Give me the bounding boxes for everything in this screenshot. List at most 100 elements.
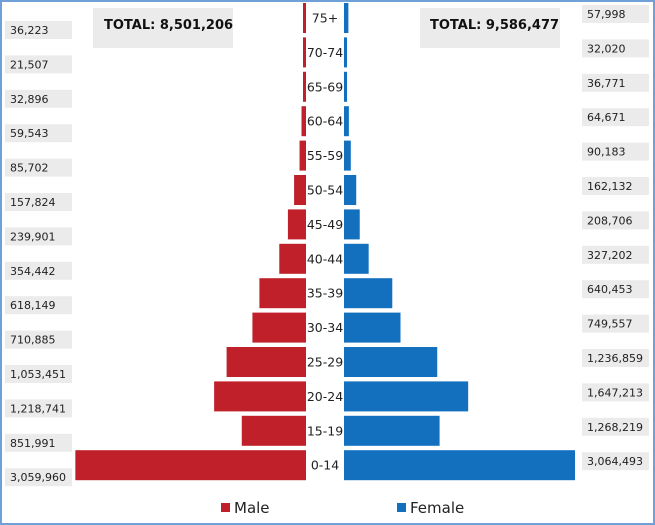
- male-value-box: [5, 296, 72, 315]
- female-value-box: [582, 280, 649, 299]
- age-label: 0-14: [311, 458, 339, 473]
- male-bar-30-34: [252, 312, 306, 343]
- male-value-box: [5, 330, 72, 349]
- male-value-label: 85,702: [10, 162, 49, 175]
- male-bar-60-64: [301, 106, 306, 137]
- female-bar-55-59: [344, 140, 351, 171]
- age-label: 50-54: [307, 183, 343, 198]
- male-bar-55-59: [299, 140, 306, 171]
- age-label: 70-74: [307, 45, 343, 60]
- female-value-label: 327,202: [587, 249, 633, 262]
- female-bar-40-44: [344, 243, 369, 274]
- female-total-box: [420, 8, 560, 48]
- female-bar-0-14: [344, 450, 575, 481]
- male-value-box: [5, 193, 72, 211]
- male-value-label: 618,149: [10, 299, 56, 312]
- female-total-label: TOTAL: 9,586,477: [430, 18, 559, 33]
- female-value-box: [582, 39, 649, 58]
- male-bar-20-24: [214, 381, 306, 412]
- male-value-label: 710,885: [10, 334, 56, 347]
- age-label: 75+: [312, 11, 338, 26]
- female-value-box: [582, 349, 649, 367]
- male-bar-35-39: [259, 278, 306, 309]
- female-value-box: [582, 211, 649, 230]
- female-bar-20-24: [344, 381, 469, 412]
- male-bar-25-29: [226, 347, 306, 377]
- female-value-label: 1,236,859: [587, 352, 643, 365]
- male-bar-45-49: [287, 209, 306, 240]
- female-value-box: [582, 73, 649, 92]
- male-value-box: [5, 468, 72, 487]
- male-value-box: [5, 433, 72, 452]
- male-bar-70-74: [303, 37, 306, 68]
- legend-male-label: Male: [234, 499, 270, 517]
- female-value-box: [582, 5, 649, 23]
- female-value-label: 749,557: [587, 318, 633, 331]
- male-value-box: [5, 261, 72, 280]
- female-bar-50-54: [344, 175, 357, 205]
- male-value-label: 354,442: [10, 265, 56, 278]
- age-label: 25-29: [307, 355, 343, 370]
- age-label: 30-34: [307, 320, 343, 335]
- female-value-label: 208,706: [587, 214, 633, 227]
- male-value-label: 239,901: [10, 230, 56, 243]
- male-value-box: [5, 158, 72, 177]
- male-value-box: [5, 55, 72, 74]
- male-value-label: 21,507: [10, 58, 49, 71]
- female-bar-35-39: [344, 278, 393, 309]
- male-bar-0-14: [75, 450, 306, 481]
- male-value-label: 1,218,741: [10, 402, 66, 415]
- age-label: 55-59: [307, 148, 343, 163]
- male-total-label: TOTAL: 8,501,206: [104, 18, 233, 33]
- male-value-box: [5, 21, 72, 39]
- male-value-box: [5, 124, 72, 143]
- female-value-box: [582, 142, 649, 161]
- female-value-label: 57,998: [587, 8, 626, 21]
- female-value-box: [582, 177, 649, 195]
- age-label: 60-64: [307, 114, 343, 129]
- female-value-label: 64,671: [587, 111, 626, 124]
- male-bar-50-54: [294, 175, 306, 205]
- female-bar-25-29: [344, 347, 438, 377]
- male-value-label: 36,223: [10, 24, 49, 37]
- male-value-label: 32,896: [10, 93, 49, 106]
- legend-male-swatch: [221, 503, 230, 512]
- male-value-box: [5, 399, 72, 418]
- male-bar-65-69: [303, 71, 306, 102]
- age-label: 45-49: [307, 217, 343, 232]
- legend-female-swatch: [397, 503, 406, 512]
- female-value-label: 32,020: [587, 42, 626, 55]
- female-value-box: [582, 314, 649, 333]
- female-value-label: 640,453: [587, 283, 633, 296]
- female-bar-65-69: [344, 71, 347, 102]
- female-bar-15-19: [344, 415, 440, 446]
- female-bar-60-64: [344, 106, 349, 137]
- male-value-label: 59,543: [10, 127, 49, 140]
- female-bar-75+: [344, 3, 349, 33]
- male-value-label: 851,991: [10, 437, 56, 450]
- female-value-label: 36,771: [587, 77, 626, 90]
- female-value-label: 1,647,213: [587, 386, 643, 399]
- male-bar-75+: [303, 3, 306, 33]
- age-label: 35-39: [307, 286, 343, 301]
- male-value-box: [5, 89, 72, 108]
- female-value-label: 3,064,493: [587, 455, 643, 468]
- female-bar-45-49: [344, 209, 360, 240]
- male-bar-15-19: [241, 415, 306, 446]
- age-label: 15-19: [307, 423, 343, 438]
- female-value-label: 162,132: [587, 180, 633, 193]
- legend-female-label: Female: [410, 499, 464, 517]
- age-label: 20-24: [307, 389, 343, 404]
- age-label: 40-44: [307, 251, 343, 266]
- female-bar-30-34: [344, 312, 401, 343]
- age-label: 65-69: [307, 79, 343, 94]
- female-value-box: [582, 383, 649, 402]
- male-total-box: [93, 8, 233, 48]
- male-value-label: 3,059,960: [10, 471, 66, 484]
- female-bar-70-74: [344, 37, 347, 68]
- female-value-label: 90,183: [587, 146, 626, 159]
- male-value-box: [5, 365, 72, 383]
- female-value-box: [582, 108, 649, 127]
